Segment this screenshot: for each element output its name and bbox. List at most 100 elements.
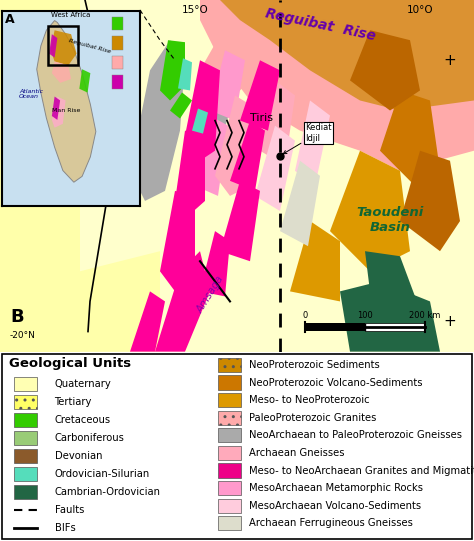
Text: Meso- to NeoArchaean Granites and Migmatites: Meso- to NeoArchaean Granites and Migmat… (249, 466, 474, 476)
Text: Cretaceous: Cretaceous (55, 415, 110, 425)
Text: 0: 0 (302, 312, 308, 320)
Text: Carboniferous: Carboniferous (55, 433, 124, 443)
Polygon shape (52, 96, 60, 120)
Text: Taoudeni
Basin: Taoudeni Basin (356, 206, 424, 234)
Polygon shape (155, 251, 210, 352)
Polygon shape (0, 0, 80, 352)
FancyBboxPatch shape (14, 377, 37, 391)
Text: Man Rise: Man Rise (52, 108, 80, 113)
Bar (112, 17, 123, 30)
Polygon shape (250, 251, 474, 352)
Polygon shape (220, 0, 474, 110)
FancyBboxPatch shape (14, 448, 37, 463)
Polygon shape (220, 181, 260, 261)
Text: Reguibat Rise: Reguibat Rise (68, 38, 112, 55)
Polygon shape (0, 0, 474, 352)
Polygon shape (170, 93, 192, 118)
Text: -20°N: -20°N (10, 331, 36, 340)
FancyBboxPatch shape (218, 499, 241, 513)
Polygon shape (280, 161, 320, 246)
Text: Mauritanides Fold Belt: Mauritanides Fold Belt (93, 68, 122, 178)
FancyBboxPatch shape (14, 485, 37, 499)
FancyBboxPatch shape (218, 393, 241, 407)
Polygon shape (52, 96, 65, 128)
Text: Reguibat  Rise: Reguibat Rise (264, 6, 376, 43)
Text: 200 km: 200 km (410, 312, 441, 320)
Text: MesoArchaean Volcano-Sediments: MesoArchaean Volcano-Sediments (249, 501, 421, 511)
FancyBboxPatch shape (218, 516, 241, 531)
Text: B: B (10, 307, 24, 326)
Polygon shape (295, 101, 330, 186)
Polygon shape (200, 0, 270, 90)
Polygon shape (195, 116, 228, 196)
Polygon shape (380, 90, 440, 191)
FancyBboxPatch shape (14, 413, 37, 427)
Text: Meso- to NeoProterozoic: Meso- to NeoProterozoic (249, 395, 369, 405)
Text: Ordovician-Silurian: Ordovician-Silurian (55, 469, 150, 479)
Bar (112, 56, 123, 69)
Polygon shape (200, 231, 230, 296)
Text: PaleoProterozoic Granites: PaleoProterozoic Granites (249, 413, 376, 423)
FancyBboxPatch shape (14, 431, 37, 445)
Polygon shape (185, 60, 220, 161)
Polygon shape (36, 21, 96, 182)
Polygon shape (230, 121, 265, 191)
Text: +: + (444, 53, 456, 68)
Text: Kediat
Idjil: Kediat Idjil (283, 123, 331, 154)
Text: +: + (44, 53, 56, 68)
Polygon shape (350, 30, 420, 110)
Bar (48, 27, 78, 65)
Text: Archaean Ferrugineous Gneisses: Archaean Ferrugineous Gneisses (249, 518, 413, 529)
Bar (112, 75, 123, 89)
Text: Tiris: Tiris (250, 113, 273, 123)
Text: West Africa: West Africa (51, 12, 91, 18)
Text: Atlantic
Ocean: Atlantic Ocean (19, 89, 43, 100)
Polygon shape (200, 90, 230, 161)
FancyBboxPatch shape (218, 358, 241, 372)
Polygon shape (365, 251, 415, 296)
Polygon shape (80, 251, 160, 352)
Text: Archaean Gneisses: Archaean Gneisses (249, 448, 344, 458)
Text: Faults: Faults (55, 505, 84, 514)
Polygon shape (260, 81, 295, 166)
FancyBboxPatch shape (14, 467, 37, 481)
Text: 100: 100 (357, 312, 373, 320)
Text: 15°O: 15°O (182, 5, 209, 15)
FancyBboxPatch shape (218, 411, 241, 425)
Polygon shape (255, 126, 295, 211)
Polygon shape (215, 95, 260, 196)
Text: Amsaga: Amsaga (195, 274, 226, 315)
Polygon shape (210, 50, 245, 121)
Text: Cambrian-Ordovician: Cambrian-Ordovician (55, 487, 161, 497)
Text: 10°O: 10°O (407, 5, 433, 15)
Polygon shape (200, 0, 474, 171)
Text: NeoArchaean to PaleoProterozoic Gneisses: NeoArchaean to PaleoProterozoic Gneisses (249, 430, 462, 440)
FancyBboxPatch shape (218, 464, 241, 478)
Polygon shape (130, 292, 165, 352)
Text: BIFs: BIFs (55, 523, 75, 533)
Polygon shape (160, 40, 185, 101)
FancyBboxPatch shape (218, 481, 241, 495)
Polygon shape (160, 191, 195, 292)
Polygon shape (50, 30, 77, 65)
Text: Devonian: Devonian (55, 451, 102, 461)
Text: MesoArchaean Metamorphic Rocks: MesoArchaean Metamorphic Rocks (249, 483, 423, 493)
Polygon shape (79, 69, 91, 93)
Polygon shape (290, 221, 340, 301)
Polygon shape (130, 40, 185, 201)
Polygon shape (49, 34, 57, 57)
Bar (305, 322, 365, 331)
Text: Geological Units: Geological Units (9, 358, 132, 371)
Text: NeoProterozoic Volcano-Sediments: NeoProterozoic Volcano-Sediments (249, 378, 422, 387)
Polygon shape (400, 151, 460, 251)
FancyBboxPatch shape (218, 375, 241, 390)
Polygon shape (175, 130, 205, 216)
Polygon shape (52, 62, 71, 83)
FancyBboxPatch shape (218, 446, 241, 460)
Text: Quaternary: Quaternary (55, 379, 111, 389)
Text: NeoProterozoic Sediments: NeoProterozoic Sediments (249, 360, 380, 370)
Text: +: + (444, 314, 456, 329)
Polygon shape (340, 281, 440, 352)
Polygon shape (178, 58, 192, 90)
Polygon shape (165, 176, 195, 256)
